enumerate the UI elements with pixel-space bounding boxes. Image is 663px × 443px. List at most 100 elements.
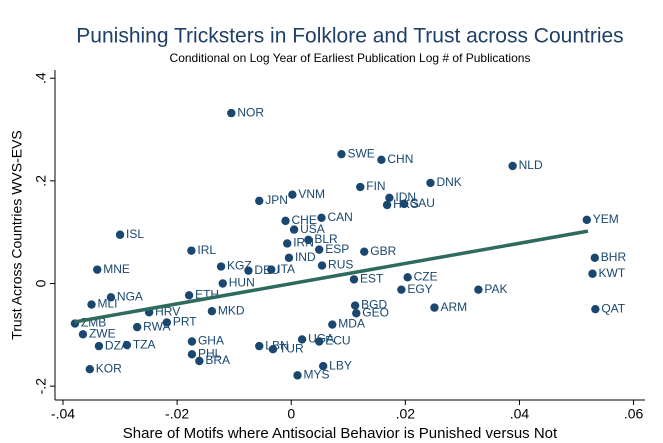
point	[318, 361, 328, 371]
point-label: MKD	[218, 303, 245, 317]
point-label: YEM	[593, 212, 619, 226]
point-label: HUN	[229, 276, 255, 290]
point	[591, 304, 600, 314]
point-label: BGD	[361, 298, 387, 312]
point-label: GHA	[198, 334, 224, 348]
point-label: EST	[360, 272, 384, 286]
y-tick-label: 0	[33, 279, 49, 287]
point-label: VNM	[298, 187, 325, 201]
y-axis-label: Trust Across Countries WVS-EVS	[9, 130, 25, 340]
point	[426, 178, 435, 188]
point	[337, 149, 346, 159]
point	[297, 335, 307, 344]
point-label: KOR	[96, 361, 122, 375]
x-tick-label: .06	[624, 406, 644, 422]
point-label: USA	[300, 222, 325, 236]
point	[195, 356, 204, 366]
point-label: CZE	[414, 270, 438, 284]
point	[328, 320, 337, 329]
point	[304, 235, 313, 245]
point	[508, 161, 517, 171]
point	[255, 341, 264, 351]
point	[397, 285, 406, 294]
point	[582, 215, 591, 225]
point	[289, 225, 299, 234]
x-tick-label: .02	[396, 406, 416, 422]
point-label: NGA	[117, 290, 143, 304]
point	[216, 262, 226, 271]
point	[85, 365, 95, 374]
point-label: CAN	[327, 210, 352, 224]
point-label: DEU	[254, 263, 279, 277]
x-tick-label: -.04	[51, 406, 75, 422]
point-label: DNK	[436, 175, 461, 189]
point	[430, 303, 439, 312]
x-tick-label: 0	[287, 406, 295, 422]
point	[122, 340, 132, 350]
point	[474, 285, 483, 294]
point	[162, 318, 172, 327]
point-label: PAK	[484, 282, 507, 296]
point-label: IRL	[197, 243, 216, 257]
point	[267, 265, 276, 274]
point	[187, 350, 197, 359]
point-label: RWA	[143, 319, 170, 333]
point-label: SAU	[410, 196, 435, 210]
point	[356, 182, 365, 192]
point	[349, 275, 359, 284]
point	[284, 253, 294, 263]
point	[377, 155, 386, 165]
point-label: BHR	[601, 250, 627, 264]
point-label: GBR	[370, 244, 396, 258]
point-label: MYS	[304, 368, 330, 382]
point-label: MDA	[338, 317, 365, 331]
point	[87, 300, 96, 309]
point	[187, 337, 197, 346]
point	[207, 307, 217, 316]
point-label: TUR	[279, 341, 304, 355]
point	[317, 261, 327, 270]
point	[227, 108, 236, 118]
point	[255, 196, 264, 206]
point-label: CHN	[387, 152, 413, 166]
point	[94, 341, 104, 351]
point-label: JPN	[265, 193, 288, 207]
point-label: TZA	[133, 337, 156, 351]
point	[590, 253, 599, 263]
point-label: PRT	[173, 315, 197, 329]
point	[403, 273, 412, 282]
point	[588, 269, 597, 278]
point	[352, 309, 361, 318]
point-label: UGA	[308, 332, 334, 346]
point	[115, 230, 125, 239]
y-tick-label: .2	[33, 175, 49, 187]
point-label: LBY	[329, 358, 352, 372]
point-label: PHL	[198, 346, 222, 360]
point	[187, 246, 196, 255]
point	[93, 265, 102, 274]
chart-subtitle: Conditional on Log Year of Earliest Publ…	[170, 51, 531, 65]
chart-title: Punishing Tricksters in Folklore and Tru…	[76, 25, 623, 48]
point-label: MLI	[98, 297, 118, 311]
point	[293, 371, 302, 380]
point-label: BLR	[314, 232, 338, 246]
point-label: ARM	[440, 300, 467, 314]
point-label: EGY	[407, 282, 432, 296]
point-label: ESP	[325, 242, 349, 256]
point	[385, 193, 394, 202]
x-tick-label: .04	[510, 406, 530, 422]
point	[382, 200, 392, 210]
point	[283, 239, 292, 248]
point-label: CHE	[292, 213, 317, 227]
point-label: RUS	[328, 258, 353, 272]
point	[314, 337, 324, 346]
point-label: DZA	[105, 338, 129, 352]
y-tick-label: -.2	[33, 378, 49, 395]
point-label: KWT	[599, 266, 626, 280]
point	[78, 330, 88, 339]
point	[360, 247, 369, 256]
point	[288, 190, 297, 199]
point	[268, 344, 278, 354]
